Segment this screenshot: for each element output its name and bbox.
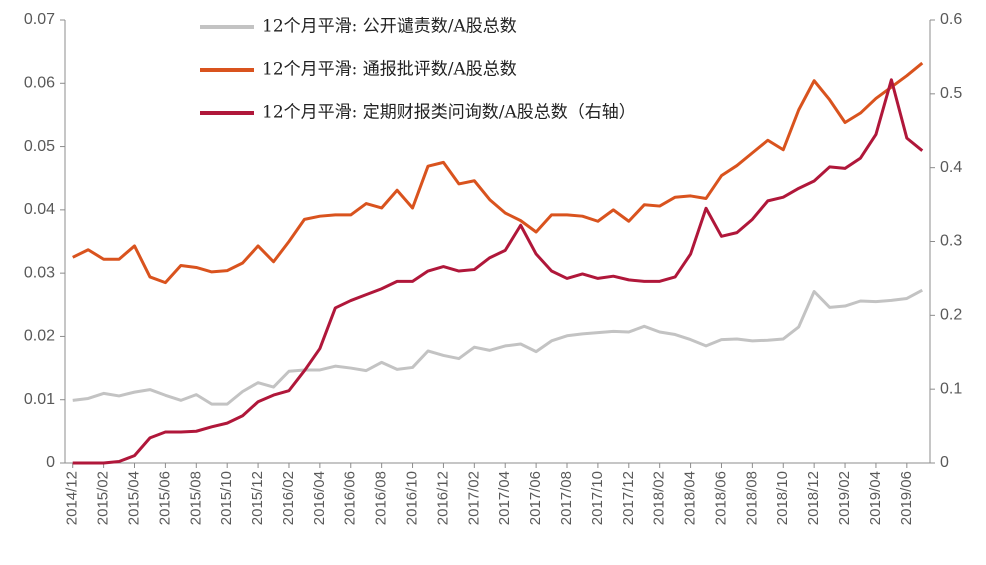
x-tick-label: 2017/04: [496, 471, 513, 525]
x-tick-label: 2018/08: [743, 471, 760, 525]
y-tick-label: 0.07: [24, 11, 55, 28]
y-tick-label: 0.04: [24, 201, 55, 218]
x-tick-label: 2019/06: [898, 471, 915, 525]
x-tick-label: 2017/06: [527, 471, 544, 525]
y2-tick-label: 0.1: [940, 380, 962, 397]
x-tick-label: 2016/10: [404, 471, 421, 525]
x-tick-label: 2016/06: [342, 471, 359, 525]
x-tick-label: 2016/02: [280, 471, 297, 525]
y-tick-label: 0.05: [24, 138, 55, 155]
x-tick-label: 2016/12: [434, 471, 451, 525]
x-tick-label: 2018/06: [712, 471, 729, 525]
y2-tick-label: 0.2: [940, 307, 962, 324]
x-tick-label: 2017/08: [558, 471, 575, 525]
x-tick-label: 2017/12: [620, 471, 637, 525]
y2-tick-label: 0.3: [940, 233, 962, 250]
legend-label: 12个月平滑: 通报批评数/A股总数: [262, 60, 517, 80]
x-tick-label: 2018/02: [651, 471, 668, 525]
x-tick-label: 2016/08: [373, 471, 390, 525]
legend-label: 12个月平滑: 定期财报类问询数/A股总数（右轴）: [262, 103, 636, 123]
y-tick-label: 0.01: [24, 391, 55, 408]
x-tick-label: 2016/04: [311, 471, 328, 525]
y-tick-label: 0.02: [24, 328, 55, 345]
x-tick-label: 2018/10: [774, 471, 791, 525]
x-tick-label: 2018/12: [805, 471, 822, 525]
x-tick-label: 2017/10: [589, 471, 606, 525]
x-tick-label: 2015/08: [187, 471, 204, 525]
y2-tick-label: 0.5: [940, 85, 962, 102]
x-tick-label: 2019/04: [867, 471, 884, 525]
x-tick-label: 2017/02: [465, 471, 482, 525]
x-tick-label: 2018/04: [682, 471, 699, 525]
series-line: [72, 78, 924, 465]
x-tick-label: 2019/02: [836, 471, 853, 525]
y2-tick-label: 0.4: [940, 159, 962, 176]
y-tick-label: 0.03: [24, 264, 55, 281]
x-tick-label: 2015/04: [125, 471, 142, 525]
x-tick-label: 2015/06: [156, 471, 173, 525]
series-line: [72, 61, 924, 285]
series-line: [72, 288, 923, 406]
x-tick-label: 2015/12: [249, 471, 266, 525]
y-tick-label: 0.06: [24, 75, 55, 92]
y2-tick-label: 0: [940, 454, 949, 471]
legend-label: 12个月平滑: 公开谴责数/A股总数: [262, 17, 517, 37]
x-tick-label: 2014/12: [64, 471, 81, 525]
y-tick-label: 0: [46, 454, 55, 471]
x-tick-label: 2015/02: [95, 471, 112, 525]
y2-tick-label: 0.6: [940, 11, 962, 28]
x-tick-label: 2015/10: [218, 471, 235, 525]
